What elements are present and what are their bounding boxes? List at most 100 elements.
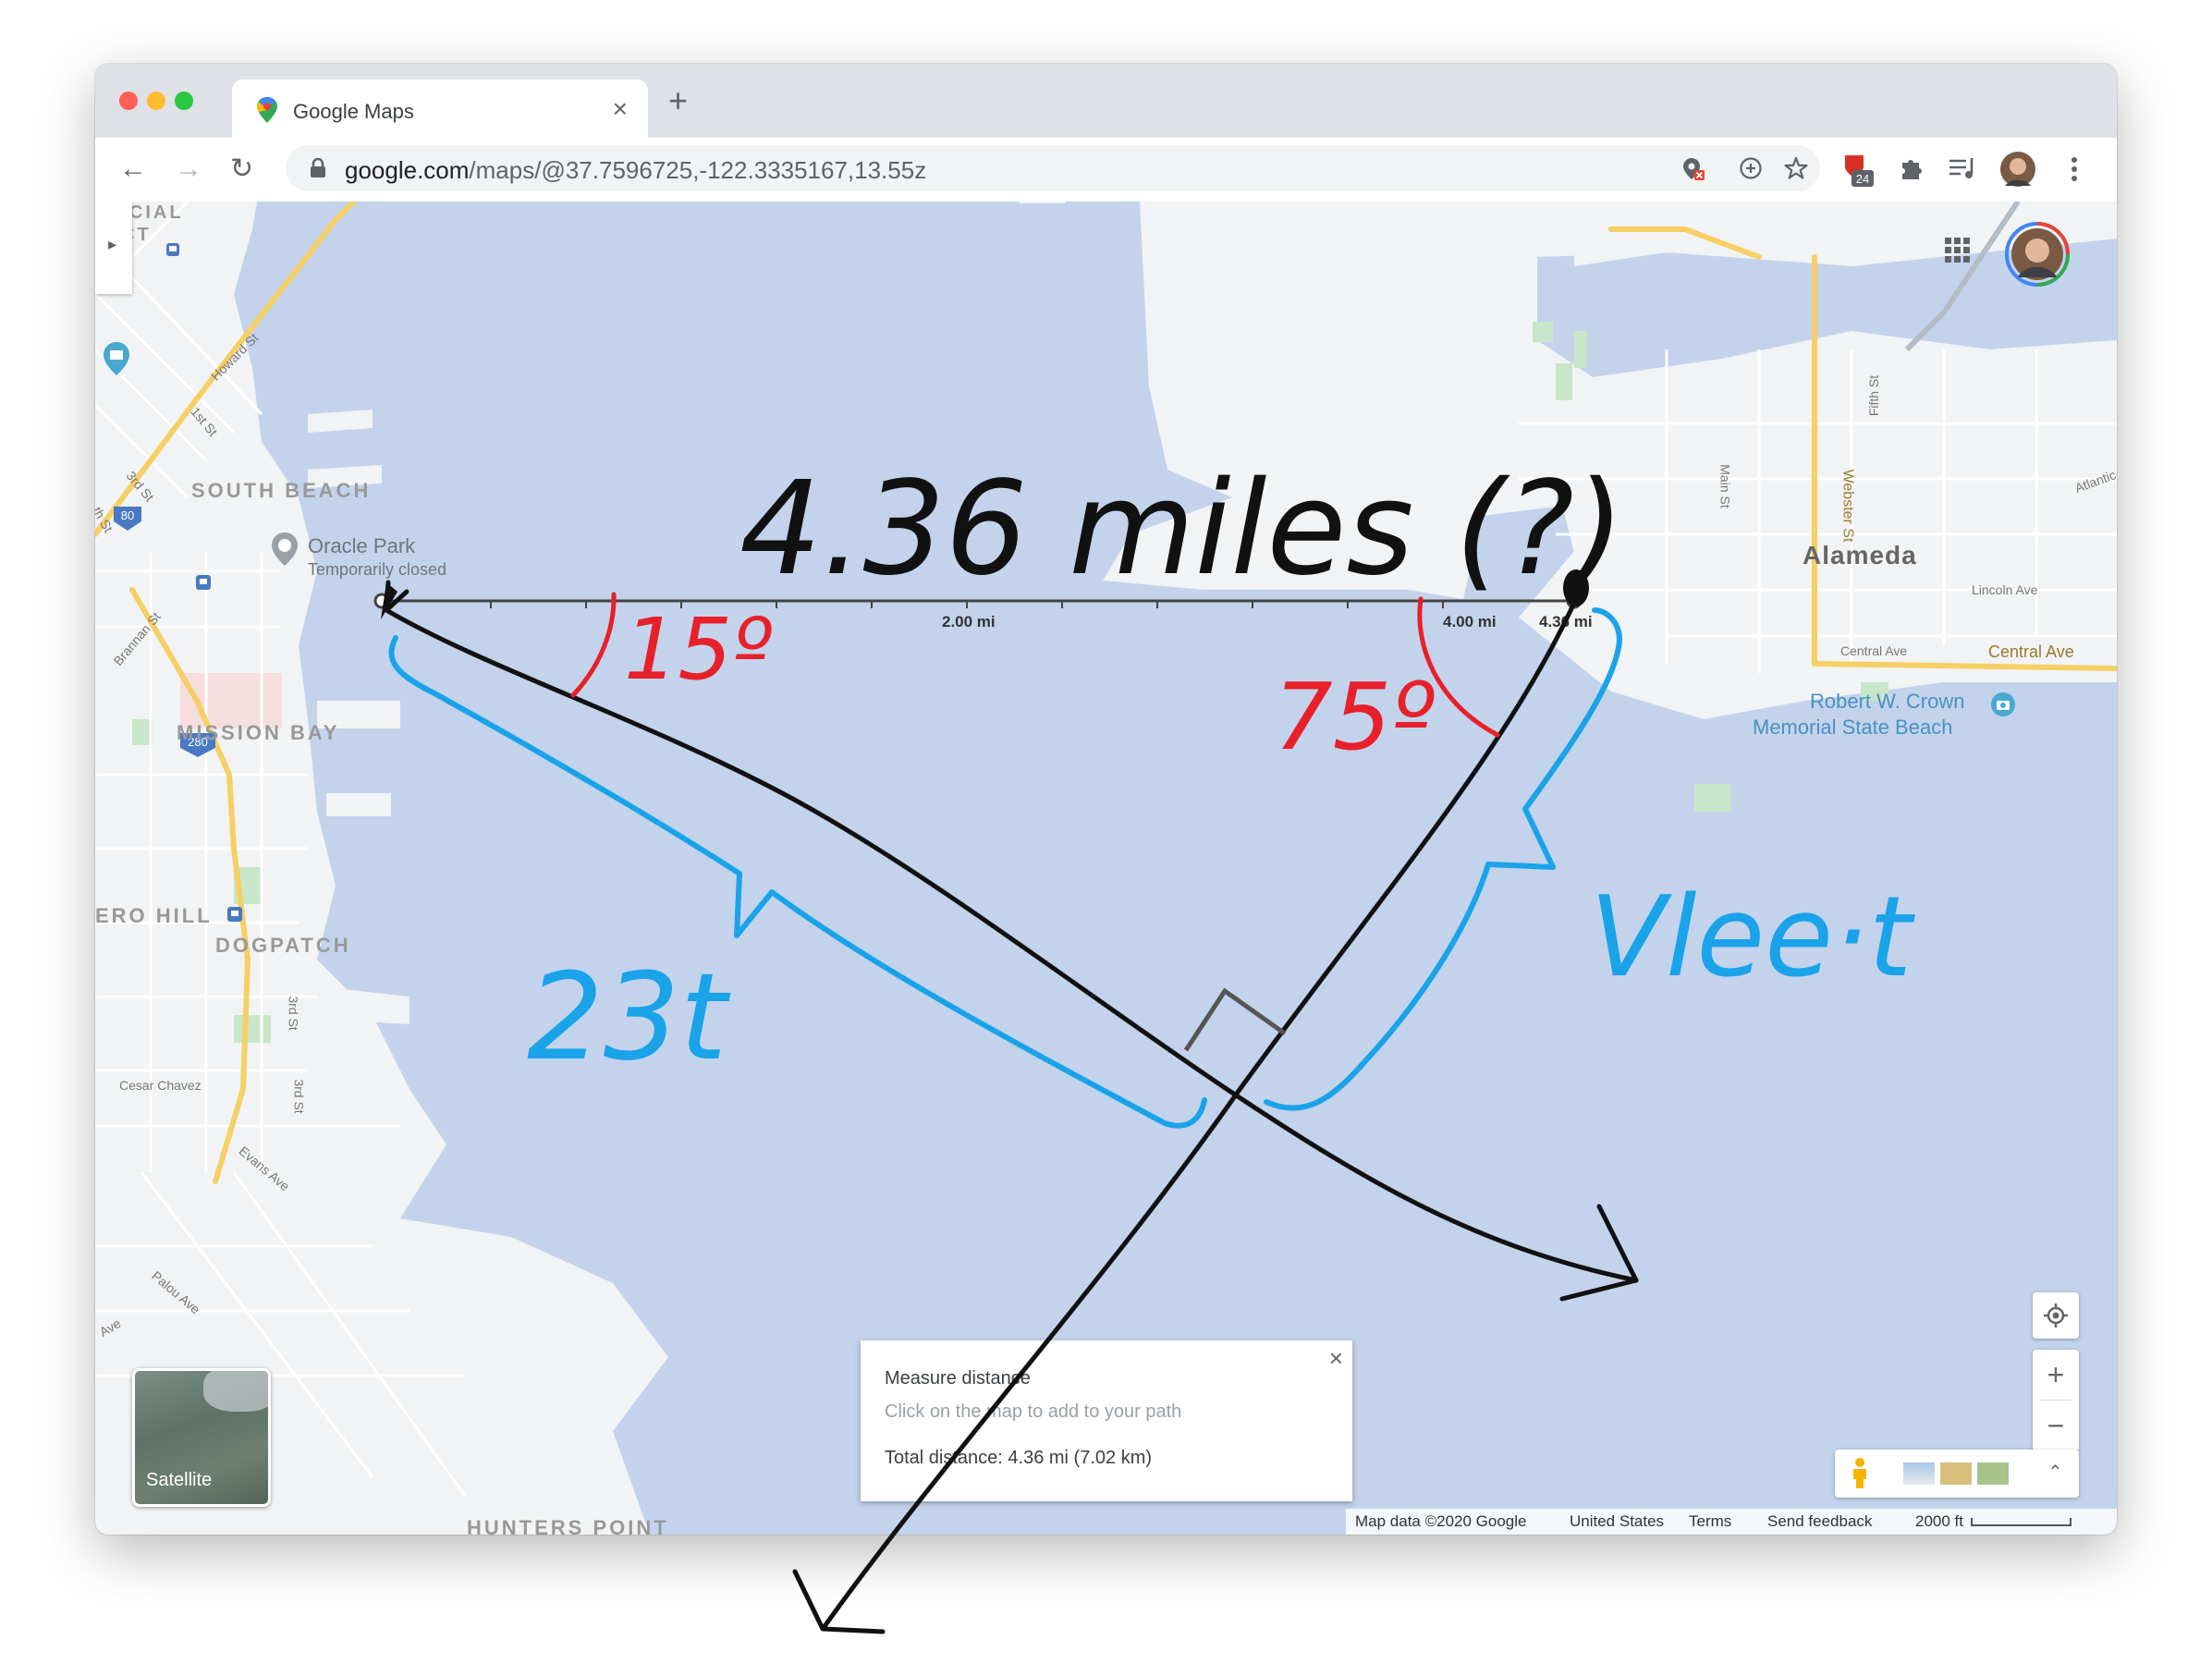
- footer-terms[interactable]: Terms: [1689, 1512, 1732, 1530]
- add-icon[interactable]: [1739, 156, 1763, 180]
- address-bar[interactable]: google.com/maps/@37.7596725,-122.3335167…: [286, 145, 1820, 191]
- apps-grid-icon[interactable]: [1944, 237, 1972, 264]
- highway-80-shield: 80: [114, 507, 141, 531]
- browser-toolbar: ← → ↻ google.com/maps/@37.7596725,-122.3…: [95, 138, 2117, 202]
- transit-icon: [227, 907, 242, 922]
- footer-scale: 2000 ft: [1915, 1512, 1963, 1530]
- zoom-divider: [2040, 1400, 2071, 1401]
- angle-arc-right: [1417, 596, 1500, 738]
- marina-water: [1944, 701, 2117, 904]
- close-icon[interactable]: ×: [1328, 1344, 1343, 1372]
- menu-dots-icon[interactable]: [2070, 154, 2079, 184]
- minimize-window-button[interactable]: [147, 92, 165, 110]
- extension-shield-icon[interactable]: 24: [1842, 153, 1876, 190]
- crosshair-icon: [2044, 1303, 2068, 1328]
- back-arrow-icon[interactable]: ←: [119, 153, 147, 184]
- annotation-headline: 4.36 miles (?): [739, 454, 1625, 605]
- playlist-icon[interactable]: [1948, 156, 1979, 180]
- street-cesar-chavez: Cesar Chavez: [119, 1078, 202, 1093]
- layers-bar: ⌃: [1835, 1450, 2079, 1498]
- brace-right-leg: [1264, 607, 1622, 1111]
- lock-icon: [311, 158, 325, 177]
- poi-crown-beach-1[interactable]: Robert W. Crown: [1810, 690, 1965, 713]
- layer-thumb-terrain[interactable]: [1940, 1462, 1972, 1485]
- park: [1694, 784, 1731, 812]
- browser-window: Google Maps × + ← → ↻ google.com/maps/@3…: [95, 64, 2117, 1535]
- angle-arc-left: [570, 592, 617, 698]
- tab-title: Google Maps: [293, 100, 414, 123]
- location-blocked-icon[interactable]: [1681, 156, 1705, 182]
- url-domain: google.com: [345, 156, 470, 184]
- street-central: Central Ave: [1988, 642, 2074, 661]
- arrow-left-to-right: [384, 607, 1639, 1283]
- tab-close-icon[interactable]: ×: [612, 94, 628, 123]
- left-endpoint-mark: [381, 582, 397, 619]
- annotation-left-leg: 23t: [527, 947, 730, 1087]
- stadium-pin-icon[interactable]: [269, 531, 300, 568]
- url-text: google.com/maps/@37.7596725,-122.3335167…: [345, 156, 926, 185]
- layer-thumb-transit[interactable]: [1903, 1462, 1935, 1485]
- measure-hint: Click on the map to add to your path: [885, 1401, 1182, 1422]
- poi-crown-beach-2[interactable]: Memorial State Beach: [1753, 716, 1953, 739]
- right-endpoint-mark: [1563, 569, 1589, 606]
- collapse-panel-button[interactable]: ▸: [95, 202, 132, 294]
- satellite-toggle-button[interactable]: Satellite: [132, 1368, 271, 1507]
- bay-water: [234, 202, 2117, 1535]
- zoom-out-button[interactable]: −: [2047, 1409, 2065, 1442]
- new-tab-button[interactable]: +: [668, 81, 689, 119]
- annotation-right-leg: Vlee·t: [1590, 874, 1915, 1002]
- puzzle-icon[interactable]: [1898, 154, 1925, 182]
- park: [132, 719, 153, 745]
- poi-oracle-park[interactable]: Oracle Park: [308, 534, 416, 557]
- url-path: /maps/@37.7596725,-122.3335167,13.55z: [469, 156, 927, 184]
- svg-text:280: 280: [188, 735, 208, 749]
- profile-avatar-icon[interactable]: [1999, 151, 2036, 188]
- scale-bar: [1971, 1518, 2071, 1526]
- bay-bridge: [1904, 202, 2021, 352]
- footer-map-data: Map data ©2020 Google: [1355, 1512, 1527, 1530]
- right-angle-mark: [1183, 987, 1287, 1052]
- footer-country[interactable]: United States: [1570, 1512, 1665, 1530]
- satellite-thumbnail: [203, 1371, 268, 1412]
- camera-icon: [1991, 692, 2015, 716]
- annotation-angle-left: 15º: [624, 600, 772, 699]
- arrow-top-right-to-bottom: [820, 581, 1585, 1632]
- label-hunters-point: HUNTERS POINT: [467, 1516, 669, 1535]
- park: [1533, 322, 1553, 342]
- reload-icon[interactable]: ↻: [230, 153, 254, 184]
- map-footer: Map data ©2020 Google United States Term…: [1346, 1509, 2117, 1535]
- scale-tick-4: 4.00 mi: [1443, 613, 1497, 630]
- forward-arrow-icon[interactable]: →: [175, 153, 202, 184]
- highway-280-shield: 280: [180, 733, 215, 757]
- park: [1574, 331, 1587, 368]
- park: [1861, 682, 1888, 701]
- star-icon[interactable]: [1783, 155, 1809, 181]
- oakland-land: [1574, 202, 2117, 266]
- angle-arcs: [570, 592, 1500, 738]
- close-window-button[interactable]: [119, 92, 138, 110]
- street-lincoln: Lincoln Ave: [1972, 582, 2038, 597]
- measure-title: Measure distance: [885, 1368, 1031, 1389]
- tab-google-maps[interactable]: Google Maps ×: [232, 80, 648, 141]
- layer-thumb-satellite[interactable]: [1977, 1462, 2009, 1485]
- poi-oracle-status: Temporarily closed: [308, 560, 447, 579]
- label-mission-bay: MISSION BAY: [177, 721, 340, 744]
- brace-left-leg: [388, 635, 1207, 1129]
- park: [234, 1015, 271, 1043]
- tab-strip: Google Maps × +: [95, 64, 2117, 141]
- alameda-street-grid: [1020, 202, 2117, 673]
- museum-pin-icon[interactable]: [101, 340, 132, 377]
- street-central-small: Central Ave: [1840, 643, 1908, 658]
- account-avatar-icon[interactable]: [2005, 222, 2070, 287]
- map-base: 80 280: [95, 202, 2117, 1535]
- label-south-beach: SOUTH BEACH: [191, 479, 372, 502]
- footer-feedback[interactable]: Send feedback: [1767, 1512, 1873, 1530]
- chevron-up-icon[interactable]: ⌃: [2047, 1462, 2063, 1483]
- maximize-window-button[interactable]: [175, 92, 193, 110]
- transit-icon: [166, 243, 179, 256]
- map-canvas[interactable]: 80 280: [95, 202, 2117, 1535]
- zoom-in-button[interactable]: +: [2047, 1358, 2065, 1391]
- my-location-button[interactable]: [2033, 1292, 2079, 1339]
- zoom-control: + −: [2033, 1350, 2079, 1451]
- pegman-icon[interactable]: [1850, 1457, 1870, 1490]
